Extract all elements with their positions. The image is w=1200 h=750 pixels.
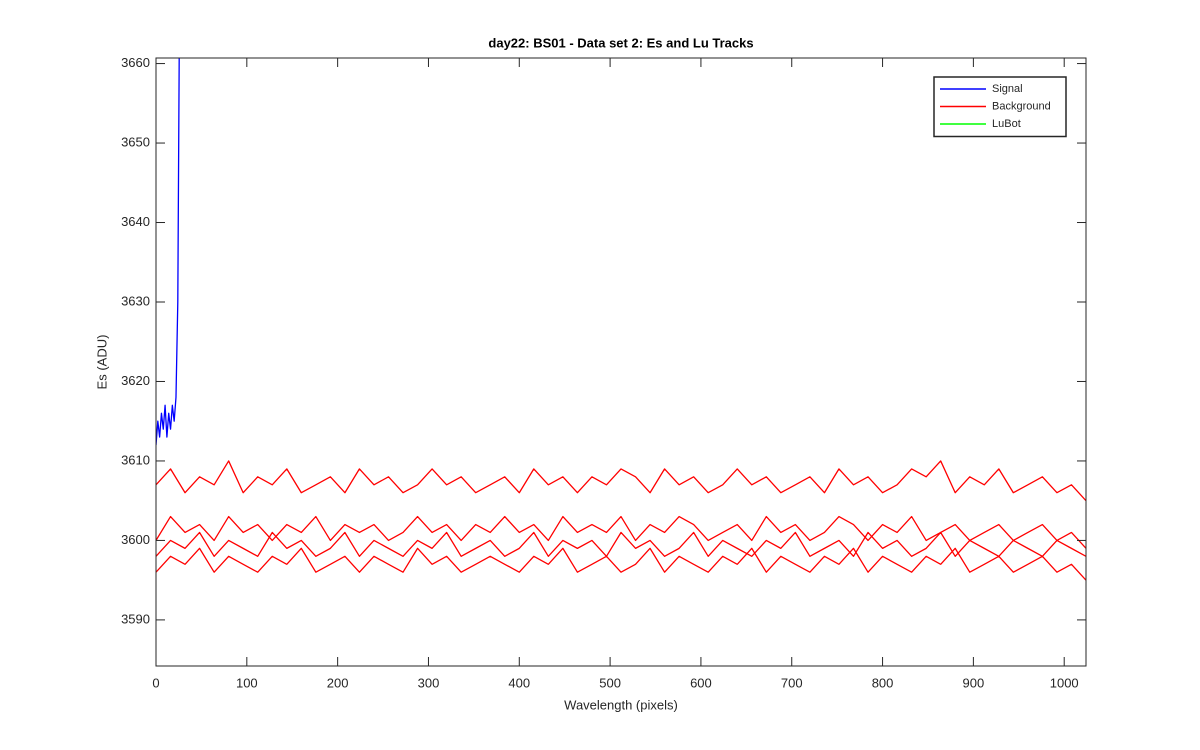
- x-tick-label: 300: [418, 675, 440, 690]
- y-tick-label: 3610: [121, 452, 150, 467]
- axes-box: [155, 57, 1087, 667]
- legend-label: Background: [992, 100, 1051, 112]
- y-tick-label: 3640: [121, 214, 150, 229]
- x-tick-label: 900: [963, 675, 985, 690]
- y-tick-label: 3590: [121, 611, 150, 626]
- x-tick-label: 700: [781, 675, 803, 690]
- y-tick-label: 3600: [121, 532, 150, 547]
- x-axis-label: Wavelength (pixels): [564, 697, 678, 712]
- series-line: [156, 515, 1086, 549]
- x-tick-label: 600: [690, 675, 712, 690]
- y-tick-label: 3620: [121, 373, 150, 388]
- legend-label: Signal: [992, 83, 1023, 95]
- y-axis-label: Es (ADU): [94, 335, 109, 390]
- legend-label: LuBot: [992, 118, 1021, 130]
- x-tick-label: 200: [327, 675, 349, 690]
- y-tick-label: 3660: [121, 55, 150, 70]
- series-line: [156, 547, 1086, 581]
- plot-area: [156, 58, 1086, 581]
- x-tick-label: 400: [508, 675, 530, 690]
- x-tick-label: 500: [599, 675, 621, 690]
- x-tick-label: 1000: [1050, 675, 1079, 690]
- x-tick-label: 800: [872, 675, 894, 690]
- series-line: [156, 58, 180, 446]
- x-tick-label: 0: [152, 675, 159, 690]
- chart-title: day22: BS01 - Data set 2: Es and Lu Trac…: [488, 35, 753, 50]
- series-line: [156, 531, 1086, 557]
- series-line: [156, 460, 1086, 502]
- x-tick-label: 100: [236, 675, 258, 690]
- y-tick-label: 3650: [121, 134, 150, 149]
- y-tick-label: 3630: [121, 293, 150, 308]
